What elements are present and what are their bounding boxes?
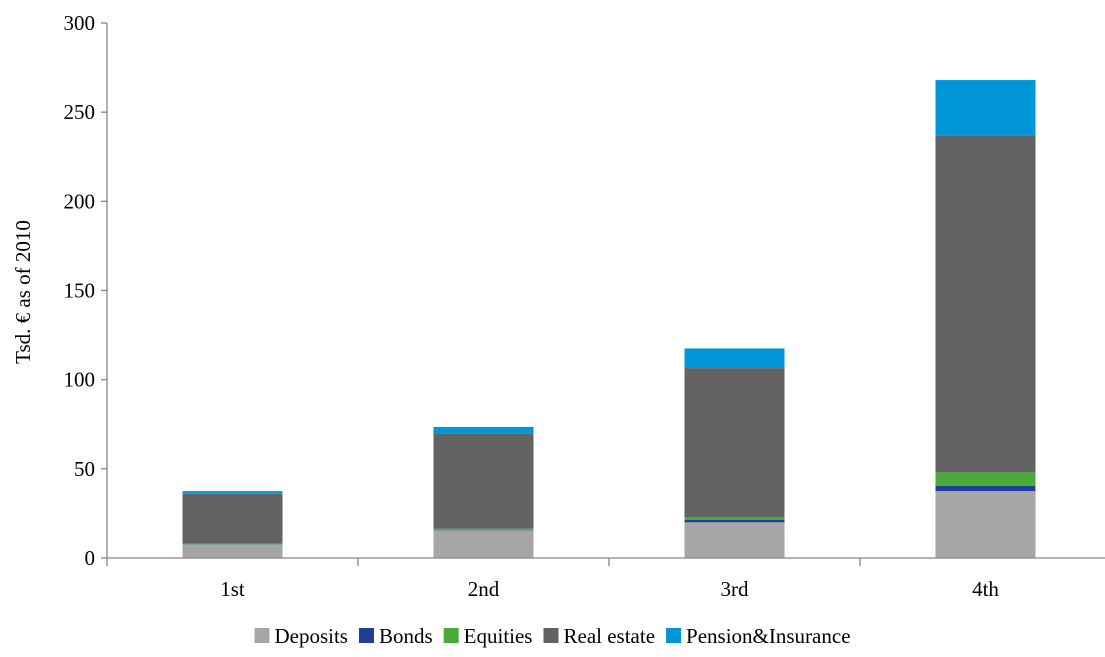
y-tick-label: 250 <box>64 100 96 124</box>
legend-swatch-real-estate <box>543 628 559 643</box>
bar-2nd-bonds <box>433 529 534 531</box>
legend-swatch-deposits <box>254 628 270 643</box>
bars-group <box>182 80 1036 559</box>
x-tick-label: 1st <box>220 577 245 601</box>
y-tick-label: 50 <box>74 457 95 481</box>
x-axis: 1st 2nd 3rd 4th <box>106 557 1105 601</box>
bar-3rd-bonds <box>684 519 785 523</box>
legend-swatch-bonds <box>358 628 374 643</box>
y-axis: 0 50 100 150 200 250 300 <box>64 11 108 570</box>
bar-2nd-pension-insurance <box>433 426 534 434</box>
bar-1st-equities <box>182 543 283 545</box>
bar-1st-deposits <box>182 544 283 559</box>
legend-label-real-estate: Real estate <box>564 624 656 648</box>
bar-4th-equities <box>935 472 1036 486</box>
bar-4th-deposits <box>935 491 1036 559</box>
legend-label-deposits: Deposits <box>274 624 348 648</box>
bar-1st-real-estate <box>182 493 283 544</box>
legend-label-equities: Equities <box>464 624 533 648</box>
y-tick-label: 300 <box>64 11 96 35</box>
bar-3rd-pension-insurance <box>684 348 785 369</box>
legend-swatch-equities <box>443 628 459 643</box>
bar-1st-pension-insurance <box>182 491 283 494</box>
bar-4th-pension-insurance <box>935 80 1036 136</box>
bar-3rd-real-estate <box>684 368 785 517</box>
bar-4th-bonds <box>935 485 1036 492</box>
legend-label-bonds: Bonds <box>379 624 433 648</box>
legend-label-pension-insurance: Pension&Insurance <box>686 624 850 648</box>
legend-swatch-pension-insurance <box>666 628 682 643</box>
y-tick-label: 150 <box>64 279 96 303</box>
x-tick-label: 3rd <box>721 577 749 601</box>
y-axis-title: Tsd. € as of 2010 <box>11 220 35 364</box>
bar-3rd-deposits <box>684 522 785 558</box>
legend: Deposits Bonds Equities Real estate Pension&… <box>254 624 851 648</box>
bar-2nd-deposits <box>433 530 534 558</box>
y-tick-label: 0 <box>85 546 96 570</box>
x-tick-label: 2nd <box>468 577 500 601</box>
bar-4th-real-estate <box>935 135 1036 473</box>
y-tick-label: 200 <box>64 189 96 213</box>
bar-2nd-real-estate <box>433 433 534 529</box>
y-tick-label: 100 <box>64 368 96 392</box>
x-tick-label: 4th <box>972 577 999 601</box>
bar-2nd-equities <box>433 528 534 530</box>
bar-3rd-equities <box>684 516 785 520</box>
